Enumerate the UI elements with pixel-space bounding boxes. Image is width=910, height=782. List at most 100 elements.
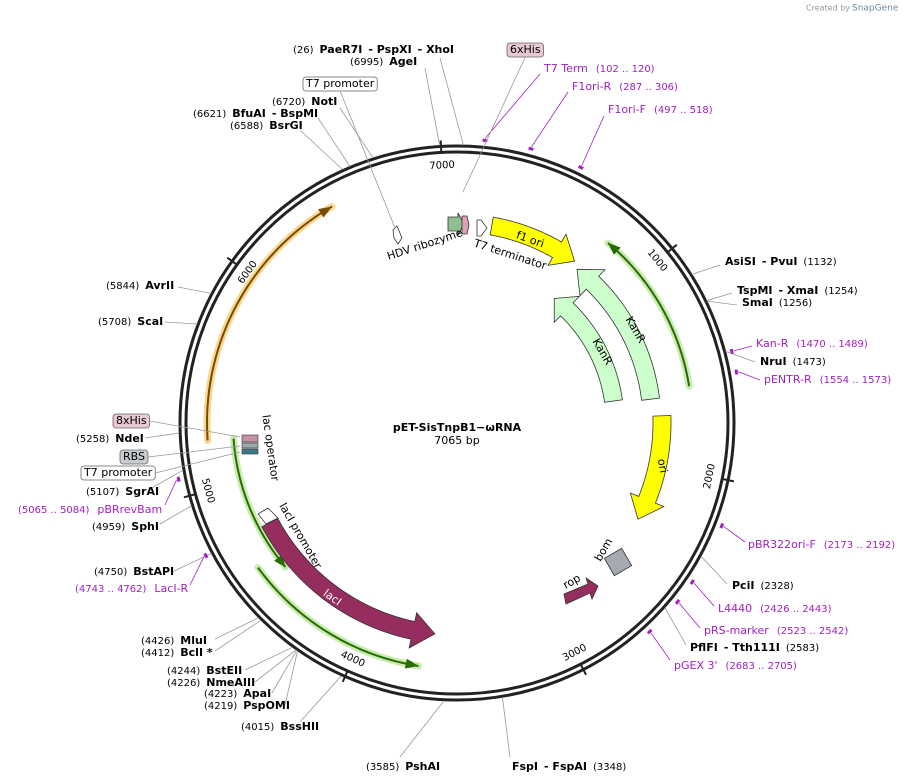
feature-arrow [257, 507, 279, 525]
primer-leader [733, 345, 753, 352]
site-leader [147, 469, 184, 491]
site-leader [664, 607, 687, 646]
site-leader [271, 650, 298, 694]
enzyme-name: AvrII [145, 279, 174, 292]
enzyme-name: NmeAIII [206, 676, 255, 689]
feature-label: lac operator [259, 414, 281, 482]
enzyme-name: - PspXI [368, 43, 411, 56]
site-position: (5844) [106, 281, 139, 292]
enzyme-name: AsiSI [725, 255, 756, 268]
site-leader [439, 57, 464, 146]
signal-arc-head [608, 242, 621, 255]
tick-mark [439, 140, 443, 154]
enzyme-name: BssHII [280, 720, 319, 733]
enzyme-name: NruI [760, 355, 787, 368]
feature-arrow [576, 268, 660, 401]
enzyme-name: TspMI [737, 284, 773, 297]
enzyme-name: PciI [732, 579, 754, 592]
feature-box [603, 547, 633, 577]
length: 7065 [434, 434, 462, 447]
tick-mark [579, 662, 587, 676]
credit: Created by [806, 4, 850, 13]
signal-arc-head [318, 206, 332, 218]
site-position: (3348) [593, 762, 626, 773]
boxed-label-text: 6xHis [510, 43, 541, 56]
tick-mark [720, 477, 735, 483]
primer-name: LacI-R [154, 582, 188, 595]
primer-mark [729, 348, 734, 355]
primer-range: (5065 .. 5084) [18, 505, 90, 516]
site-leader [214, 619, 262, 652]
site-leader [299, 129, 343, 170]
enzyme-name: PflFI [690, 641, 718, 654]
site-position: (4244) [167, 666, 200, 677]
site-leader [424, 67, 441, 146]
enzyme-name: - XmaI [779, 284, 819, 297]
enzyme-name: - BspMI [272, 107, 318, 120]
tick-mark [183, 492, 197, 499]
primer-range: (2173 .. 2192) [824, 540, 896, 551]
enzyme-name: NdeI [115, 432, 144, 445]
site-position: (6995) [350, 57, 383, 68]
site-position: (6720) [272, 97, 305, 108]
primer-name: F1ori-F [608, 103, 646, 116]
primer-mark [646, 628, 653, 635]
primer-leader [678, 602, 701, 629]
site-leader [706, 300, 738, 306]
site-position: (6621) [193, 109, 226, 120]
site-leader [700, 555, 728, 585]
site-leader [177, 286, 212, 294]
boxed-label: T7 promoter [302, 76, 378, 92]
signal-arc [232, 438, 287, 568]
tick-mark [666, 243, 678, 254]
site-position: (1256) [779, 298, 812, 309]
enzyme-name: SgrAI [125, 485, 159, 498]
tick-mark [341, 669, 349, 683]
tick-label: 7000 [429, 160, 455, 172]
enzyme-name: AgeI [389, 55, 417, 68]
site-position: (1132) [803, 257, 836, 268]
primer-leader [693, 582, 715, 607]
enzyme-name: - Tth111I [724, 641, 780, 654]
site-leader [284, 650, 299, 706]
enzyme-name: MluI [180, 634, 207, 647]
site-position: (5258) [76, 434, 109, 445]
tick-label: 5000 [199, 477, 216, 504]
enzyme-name: - XhoI [418, 43, 454, 56]
primer-mark [674, 599, 681, 605]
site-leader [317, 117, 351, 167]
site-leader [144, 432, 180, 439]
site-position: (2328) [760, 581, 793, 592]
signal-arc-head [404, 658, 419, 669]
feature-arrow [392, 225, 403, 245]
site-position: (4226) [167, 678, 200, 689]
primer-name: pBR322ori-F [748, 538, 816, 551]
primer-mark [719, 522, 725, 529]
site-leader [706, 292, 733, 302]
enzyme-name: SphI [131, 520, 159, 533]
boxed-label: T7 promoter [80, 465, 156, 481]
site-position: (4959) [92, 522, 125, 533]
primer-range: (2523 .. 2542) [777, 626, 849, 637]
feature-box [241, 442, 259, 449]
box-leader [462, 56, 526, 193]
brand: SnapGene [852, 4, 899, 14]
site-leader [254, 649, 297, 683]
primer-leader [164, 479, 178, 506]
boxed-label-text: T7 promoter [83, 466, 153, 479]
site-leader [164, 321, 198, 325]
site-position: (2583) [786, 643, 819, 654]
boxed-label-text: RBS [123, 450, 145, 463]
site-leader [502, 697, 511, 758]
enzyme-name: FspI [512, 760, 538, 773]
primer-range: (2426 .. 2443) [760, 604, 832, 615]
feature-box [241, 434, 259, 443]
primer-name: Kan-R [756, 337, 789, 350]
enzyme-name: BstAPI [133, 565, 174, 578]
signal-arc-glow [203, 202, 336, 444]
backbone-outer [178, 144, 736, 702]
site-leader [725, 350, 756, 363]
primer-mark [528, 146, 534, 151]
